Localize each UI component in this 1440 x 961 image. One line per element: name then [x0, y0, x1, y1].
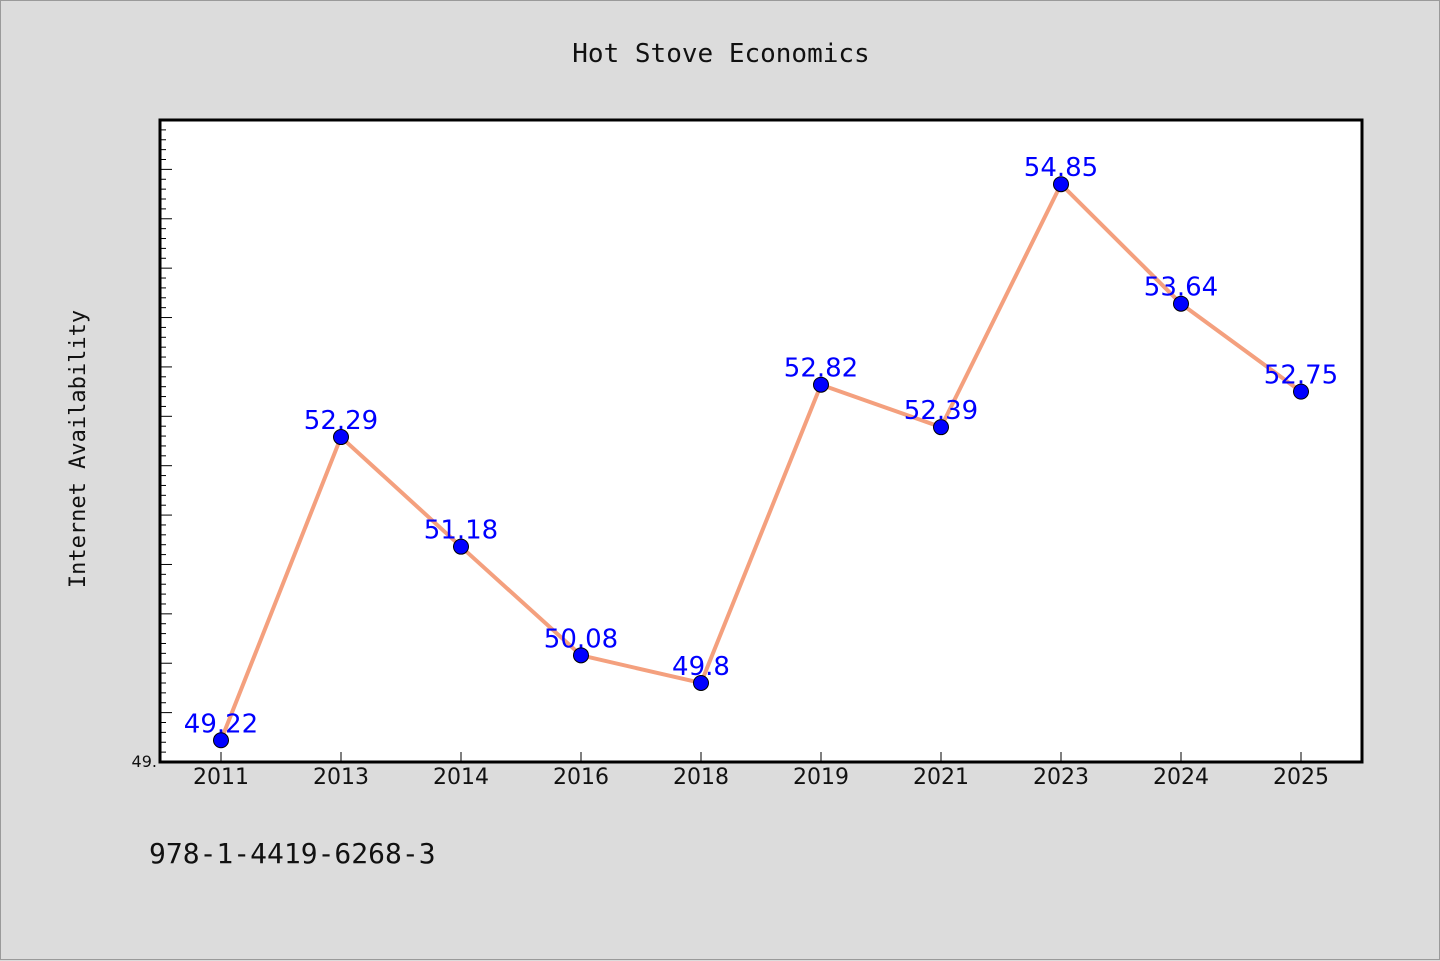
data-labels: 49.22 52.29 51.18 50.08 49.8 52.82 52.39 54.85 5… — [184, 153, 1338, 739]
data-points — [213, 176, 1309, 749]
x-tick-label: 2018 — [673, 765, 729, 790]
data-label: 52.29 — [304, 406, 378, 436]
data-label: 50.08 — [544, 624, 618, 654]
y-tick-label: 49. — [132, 752, 157, 771]
series-line-group — [219, 182, 1303, 743]
data-point — [453, 538, 469, 555]
data-point — [1293, 383, 1309, 400]
data-point — [813, 376, 829, 393]
data-point — [1053, 176, 1069, 193]
x-tick-label: 2025 — [1273, 765, 1329, 790]
x-tick-label: 2011 — [193, 765, 249, 790]
x-tick-label: 2013 — [313, 765, 369, 790]
y-axis-ticks — [160, 119, 172, 763]
x-tick-label: 2023 — [1033, 765, 1089, 790]
data-label: 53.64 — [1144, 273, 1218, 303]
y-axis-title: Internet Availability — [66, 310, 91, 588]
isbn-footer: 978-1-4419-6268-3 — [149, 837, 436, 870]
data-point — [693, 674, 709, 691]
data-point — [1173, 295, 1189, 312]
data-point — [933, 419, 949, 436]
x-tick-label: 2014 — [433, 765, 489, 790]
data-label: 52.75 — [1264, 361, 1338, 391]
x-tick-label: 2021 — [913, 765, 969, 790]
data-label: 51.18 — [424, 516, 498, 546]
series-line — [219, 182, 1303, 743]
data-point — [573, 647, 589, 664]
x-tick-label: 2024 — [1153, 765, 1209, 790]
plot-area — [158, 118, 1364, 764]
data-label: 49.8 — [672, 652, 730, 682]
chart-title: Hot Stove Economics — [572, 39, 869, 69]
data-point — [213, 732, 229, 749]
x-axis: 2011 2013 2014 2016 2018 2019 2021 2023 2024 2025 — [193, 752, 1329, 790]
data-label: 54.85 — [1024, 153, 1098, 183]
data-label: 52.39 — [904, 396, 978, 426]
x-tick-label: 2019 — [793, 765, 849, 790]
data-label: 49.22 — [184, 709, 258, 739]
data-label: 52.82 — [784, 354, 858, 384]
x-tick-label: 2016 — [553, 765, 609, 790]
data-point — [333, 429, 349, 446]
